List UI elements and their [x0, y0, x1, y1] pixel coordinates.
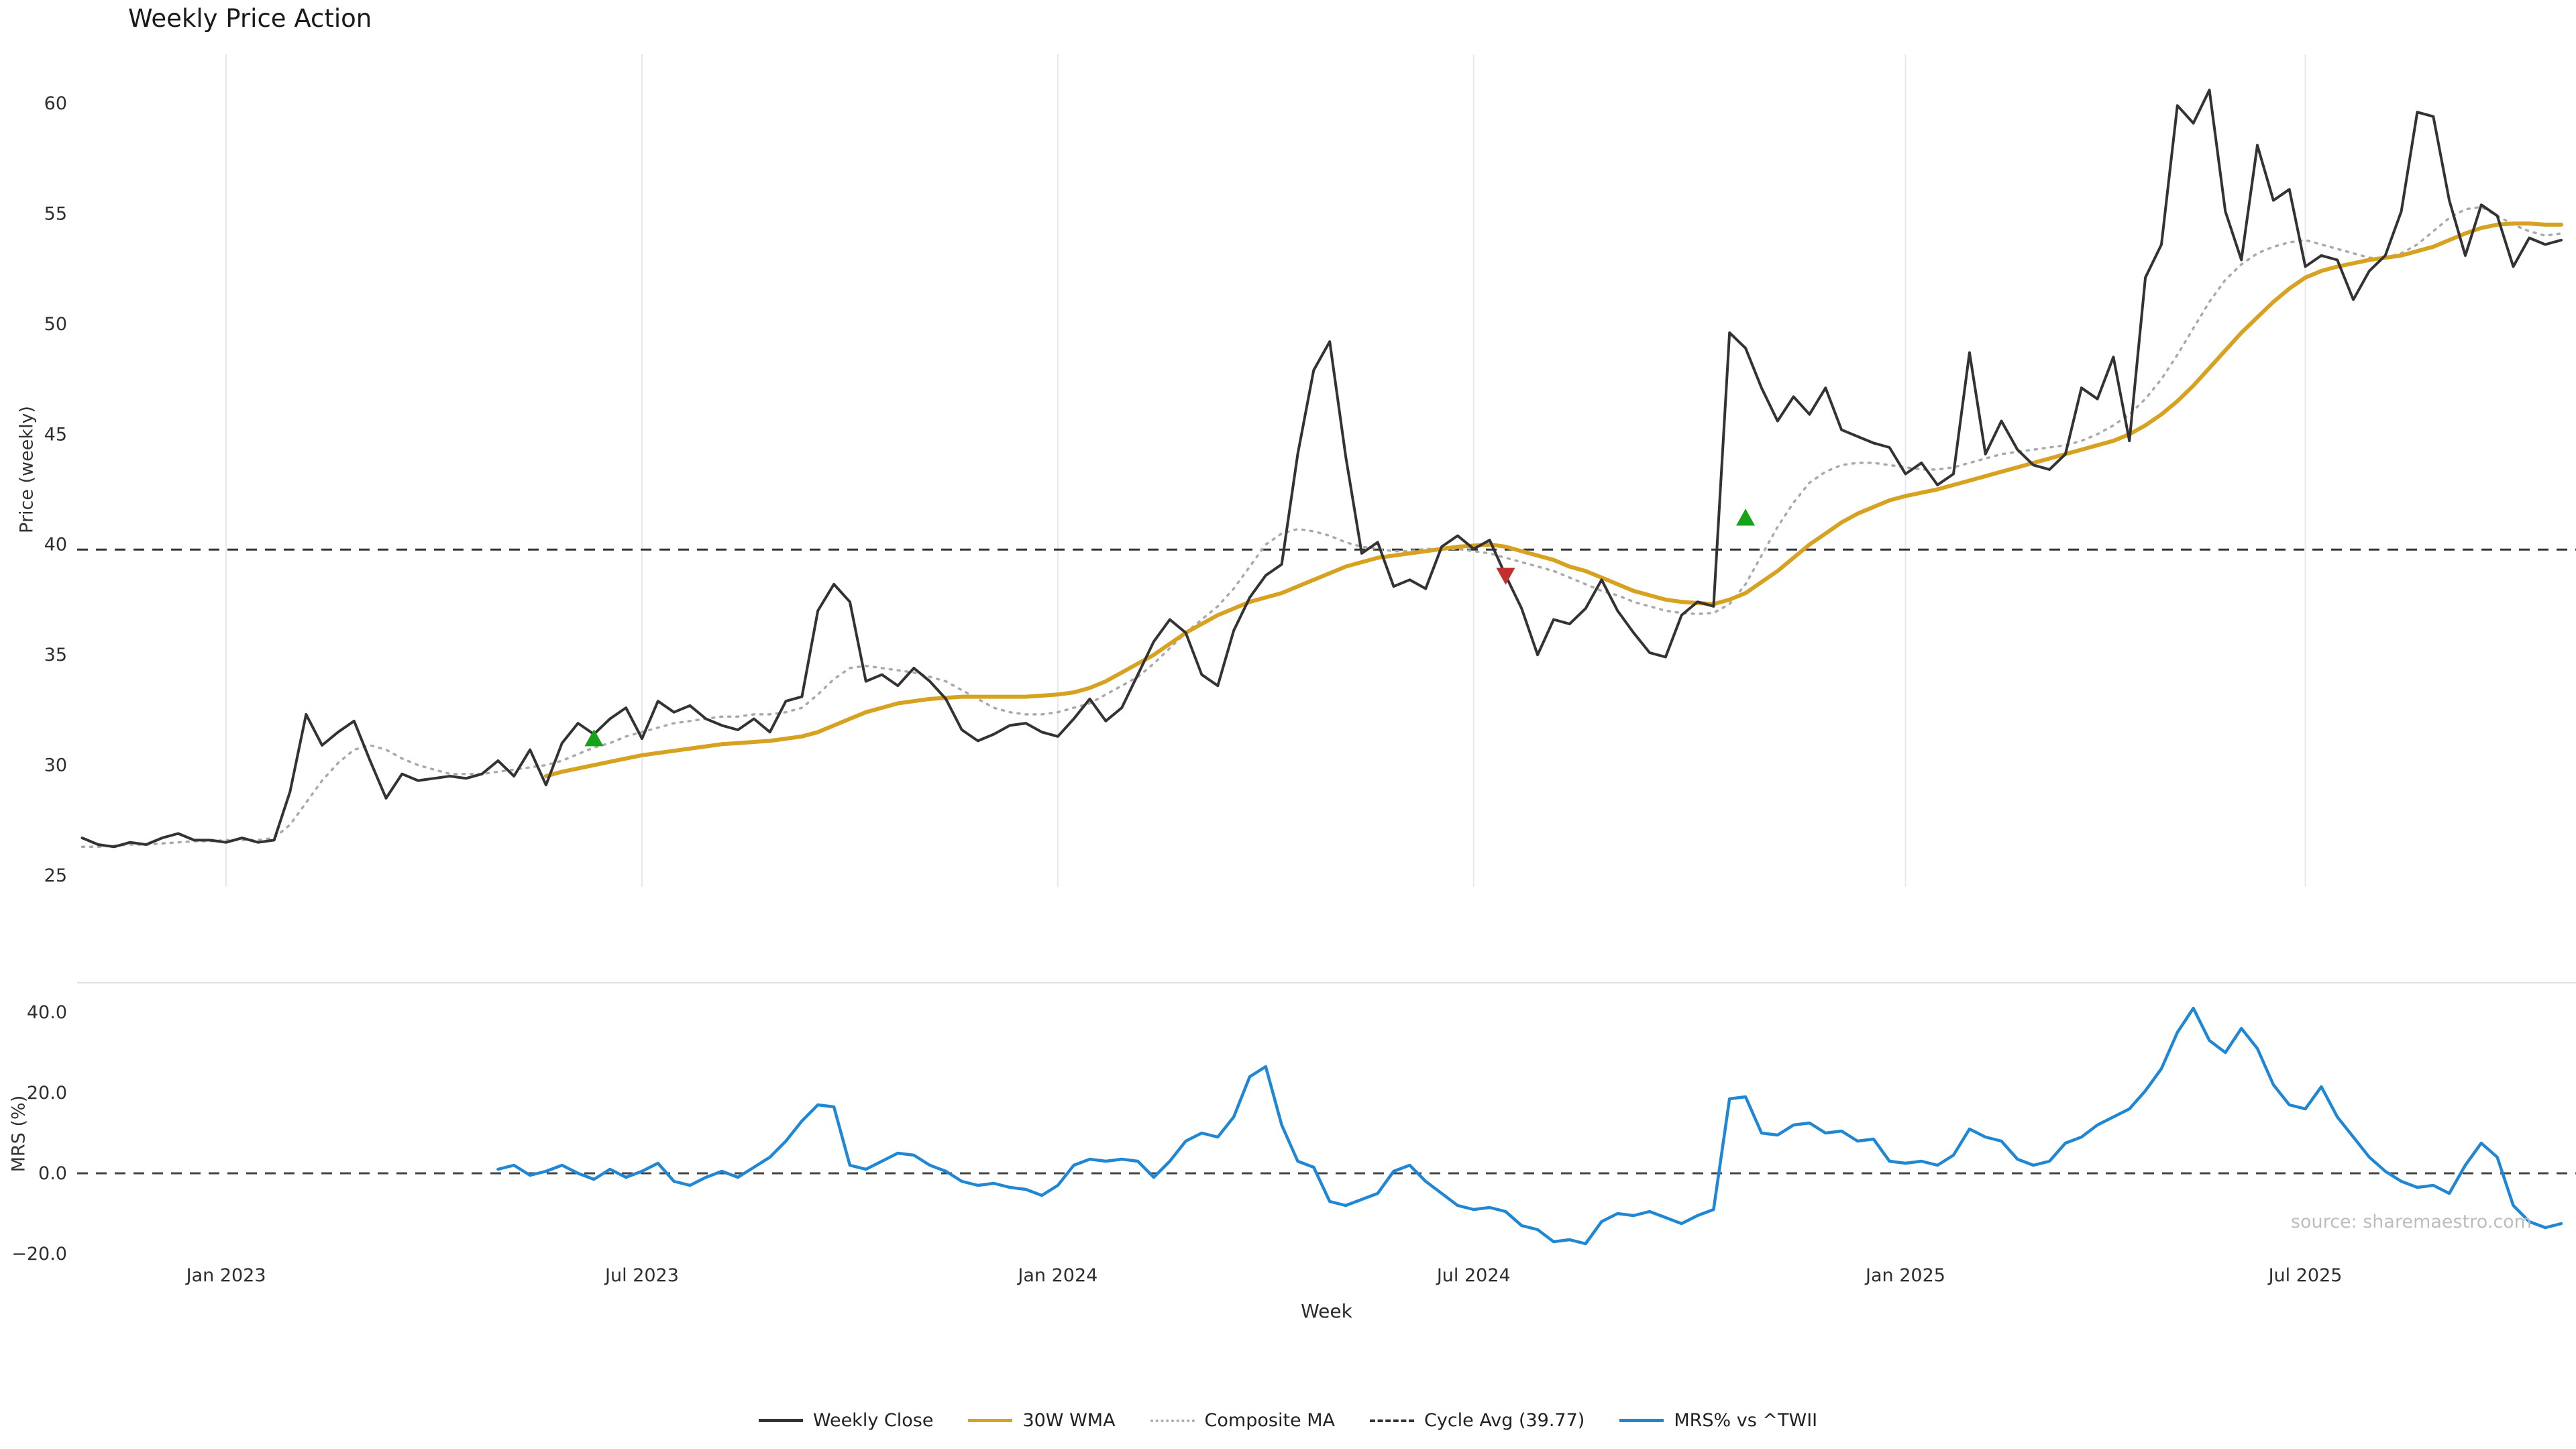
price-y-tick-label: 25: [44, 865, 67, 886]
series-mrs-vs-twii: [496, 1006, 2563, 1246]
price-axis-label: Price (weekly): [16, 406, 38, 533]
mrs-vs-twii-line-swatch: [1619, 1419, 1664, 1422]
price-y-tick-label: 55: [44, 203, 67, 224]
mrs-y-tick-label: 20.0: [27, 1083, 67, 1104]
legend: Weekly Close 30W WMA Composite MA Cycle Avg…: [0, 1410, 2576, 1431]
x-tick-label: Jan 2024: [1016, 1265, 1097, 1286]
legend-item-mrs-vs-twii: MRS% vs ^TWII: [1619, 1410, 1817, 1431]
price-y-tick-label: 45: [44, 424, 67, 445]
price-y-tick-label: 40: [44, 535, 67, 555]
weekly-close-line-swatch: [758, 1419, 803, 1422]
legend-label: MRS% vs ^TWII: [1674, 1410, 1818, 1431]
price-y-tick-label: 60: [44, 93, 67, 114]
x-axis-label: Week: [1301, 1300, 1352, 1322]
cycle-avg-39-77-line-swatch: [1370, 1419, 1414, 1422]
legend-item-weekly-close: Weekly Close: [758, 1410, 934, 1431]
price-y-tick-label: 35: [44, 645, 67, 665]
source-watermark: source: sharemaestro.com: [2290, 1212, 2532, 1232]
x-tick-label: Jul 2025: [2267, 1265, 2343, 1286]
chart-title: Weekly Price Action: [128, 4, 372, 33]
legend-label: 30W WMA: [1022, 1410, 1116, 1431]
mrs-y-tick-label: 0.0: [38, 1163, 67, 1184]
price-y-tick-label: 50: [44, 314, 67, 335]
series-composite-ma: [80, 205, 2563, 849]
sell-signal-marker: [1496, 568, 1515, 585]
30w-wma-line-swatch: [968, 1419, 1013, 1422]
legend-label: Weekly Close: [812, 1410, 934, 1431]
legend-item-cycle-avg-39-77: Cycle Avg (39.77): [1370, 1410, 1585, 1431]
buy-signal-marker: [1736, 508, 1756, 526]
mrs-y-tick-label: 40.0: [27, 1002, 67, 1023]
x-tick-label: Jul 2024: [1436, 1265, 1511, 1286]
buy-signal-marker: [584, 729, 604, 747]
legend-label: Composite MA: [1204, 1410, 1335, 1431]
series-weekly-close: [80, 89, 2563, 849]
price-y-tick-label: 30: [44, 755, 67, 776]
composite-ma-line-swatch: [1150, 1419, 1195, 1422]
mrs-y-tick-label: −20.0: [11, 1244, 67, 1265]
x-tick-label: Jul 2023: [604, 1265, 679, 1286]
x-tick-label: Jan 2023: [185, 1265, 266, 1286]
x-tick-label: Jan 2025: [1864, 1265, 1945, 1286]
series-30w-wma: [543, 221, 2563, 778]
legend-item-composite-ma: Composite MA: [1150, 1410, 1335, 1431]
mrs-axis-label: MRS (%): [8, 1095, 30, 1173]
legend-item-30w-wma: 30W WMA: [968, 1410, 1116, 1431]
legend-label: Cycle Avg (39.77): [1424, 1410, 1585, 1431]
